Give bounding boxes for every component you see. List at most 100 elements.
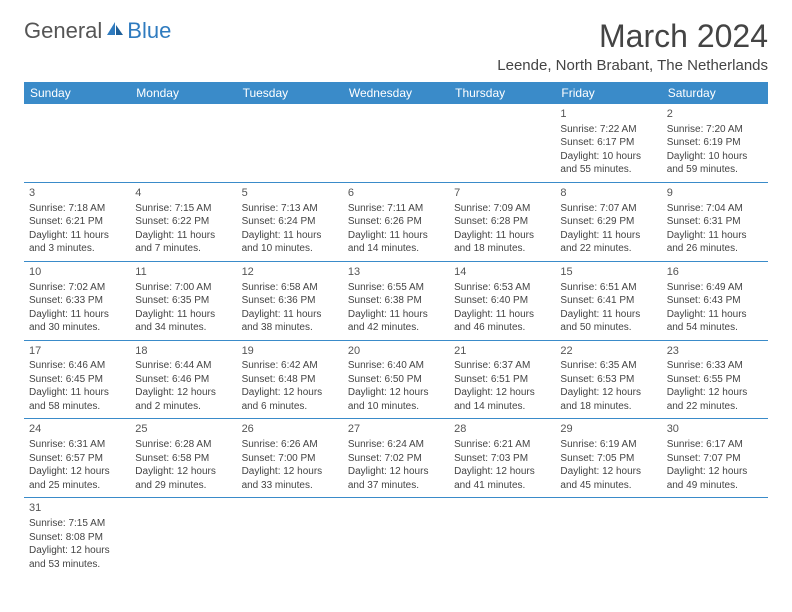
day-cell: 16Sunrise: 6:49 AMSunset: 6:43 PMDayligh… [662,262,768,340]
day-detail-line: Sunset: 6:43 PM [667,294,763,308]
day-cell-empty [130,498,236,576]
month-title: March 2024 [497,18,768,55]
day-detail-line: and 55 minutes. [560,163,656,177]
day-detail-line: Sunset: 6:38 PM [348,294,444,308]
day-detail-line: Sunrise: 6:44 AM [135,359,231,373]
day-detail-line: Sunrise: 7:20 AM [667,123,763,137]
day-detail-line: Daylight: 11 hours [667,308,763,322]
day-detail-line: Sunrise: 6:33 AM [667,359,763,373]
day-detail-line: and 54 minutes. [667,321,763,335]
day-detail-line: Sunset: 6:53 PM [560,373,656,387]
day-cell: 9Sunrise: 7:04 AMSunset: 6:31 PMDaylight… [662,183,768,261]
day-detail-line: Daylight: 11 hours [454,229,550,243]
day-cell-empty [343,104,449,182]
day-cell: 24Sunrise: 6:31 AMSunset: 6:57 PMDayligh… [24,419,130,497]
day-detail-line: Sunrise: 6:49 AM [667,281,763,295]
day-detail-line: Sunset: 6:26 PM [348,215,444,229]
day-number: 29 [560,422,656,437]
day-number: 14 [454,265,550,280]
day-detail-line: Sunset: 6:58 PM [135,452,231,466]
day-cell: 12Sunrise: 6:58 AMSunset: 6:36 PMDayligh… [237,262,343,340]
day-detail-line: Sunrise: 6:28 AM [135,438,231,452]
day-detail-line: Sunrise: 6:46 AM [29,359,125,373]
day-detail-line: Sunset: 6:29 PM [560,215,656,229]
weekday-cell: Sunday [24,82,130,104]
day-detail-line: and 3 minutes. [29,242,125,256]
day-detail-line: Daylight: 11 hours [242,308,338,322]
day-number: 10 [29,265,125,280]
day-detail-line: Sunset: 6:55 PM [667,373,763,387]
day-detail-line: and 37 minutes. [348,479,444,493]
day-detail-line: Sunset: 7:05 PM [560,452,656,466]
day-detail-line: and 50 minutes. [560,321,656,335]
day-detail-line: Sunset: 6:45 PM [29,373,125,387]
logo-sail-icon [105,18,125,44]
day-detail-line: Sunrise: 7:11 AM [348,202,444,216]
logo-text-blue: Blue [127,18,171,44]
day-detail-line: and 53 minutes. [29,558,125,572]
day-detail-line: and 14 minutes. [454,400,550,414]
day-detail-line: Daylight: 12 hours [454,386,550,400]
day-detail-line: and 10 minutes. [348,400,444,414]
day-detail-line: and 10 minutes. [242,242,338,256]
day-cell: 21Sunrise: 6:37 AMSunset: 6:51 PMDayligh… [449,341,555,419]
day-detail-line: Daylight: 11 hours [242,229,338,243]
day-number: 17 [29,344,125,359]
day-detail-line: Sunrise: 6:42 AM [242,359,338,373]
day-detail-line: Sunset: 6:50 PM [348,373,444,387]
day-detail-line: and 22 minutes. [560,242,656,256]
day-detail-line: Sunrise: 7:22 AM [560,123,656,137]
day-detail-line: Daylight: 12 hours [135,465,231,479]
day-detail-line: Sunrise: 6:58 AM [242,281,338,295]
day-detail-line: and 25 minutes. [29,479,125,493]
day-detail-line: Sunset: 6:57 PM [29,452,125,466]
day-cell: 30Sunrise: 6:17 AMSunset: 7:07 PMDayligh… [662,419,768,497]
day-number: 23 [667,344,763,359]
day-number: 13 [348,265,444,280]
day-number: 6 [348,186,444,201]
day-cell: 8Sunrise: 7:07 AMSunset: 6:29 PMDaylight… [555,183,661,261]
day-cell: 3Sunrise: 7:18 AMSunset: 6:21 PMDaylight… [24,183,130,261]
day-detail-line: Sunset: 6:31 PM [667,215,763,229]
day-detail-line: Sunrise: 6:19 AM [560,438,656,452]
day-cell: 14Sunrise: 6:53 AMSunset: 6:40 PMDayligh… [449,262,555,340]
day-detail-line: and 34 minutes. [135,321,231,335]
day-detail-line: and 42 minutes. [348,321,444,335]
day-detail-line: and 22 minutes. [667,400,763,414]
day-detail-line: and 30 minutes. [29,321,125,335]
day-detail-line: and 38 minutes. [242,321,338,335]
day-detail-line: and 14 minutes. [348,242,444,256]
location: Leende, North Brabant, The Netherlands [497,57,768,74]
day-cell: 19Sunrise: 6:42 AMSunset: 6:48 PMDayligh… [237,341,343,419]
day-detail-line: Daylight: 12 hours [242,386,338,400]
day-number: 25 [135,422,231,437]
day-detail-line: Sunrise: 6:53 AM [454,281,550,295]
day-detail-line: Daylight: 12 hours [667,386,763,400]
day-cell: 26Sunrise: 6:26 AMSunset: 7:00 PMDayligh… [237,419,343,497]
day-detail-line: Sunrise: 7:18 AM [29,202,125,216]
day-detail-line: Sunrise: 6:24 AM [348,438,444,452]
day-number: 2 [667,107,763,122]
day-cell: 18Sunrise: 6:44 AMSunset: 6:46 PMDayligh… [130,341,236,419]
day-number: 12 [242,265,338,280]
day-detail-line: Sunrise: 6:40 AM [348,359,444,373]
day-detail-line: Sunrise: 7:00 AM [135,281,231,295]
day-number: 7 [454,186,550,201]
day-detail-line: Daylight: 10 hours [560,150,656,164]
day-detail-line: Sunset: 6:22 PM [135,215,231,229]
day-number: 1 [560,107,656,122]
day-cell: 22Sunrise: 6:35 AMSunset: 6:53 PMDayligh… [555,341,661,419]
day-detail-line: and 18 minutes. [560,400,656,414]
day-detail-line: Daylight: 11 hours [29,386,125,400]
day-cell-empty [237,104,343,182]
logo-text-general: General [24,18,102,44]
day-detail-line: Daylight: 10 hours [667,150,763,164]
day-cell: 4Sunrise: 7:15 AMSunset: 6:22 PMDaylight… [130,183,236,261]
day-cell: 1Sunrise: 7:22 AMSunset: 6:17 PMDaylight… [555,104,661,182]
day-detail-line: Sunrise: 7:15 AM [29,517,125,531]
day-detail-line: Sunset: 6:35 PM [135,294,231,308]
day-detail-line: Daylight: 11 hours [560,308,656,322]
day-cell-empty [449,498,555,576]
day-detail-line: Daylight: 11 hours [454,308,550,322]
day-detail-line: Sunset: 6:17 PM [560,136,656,150]
